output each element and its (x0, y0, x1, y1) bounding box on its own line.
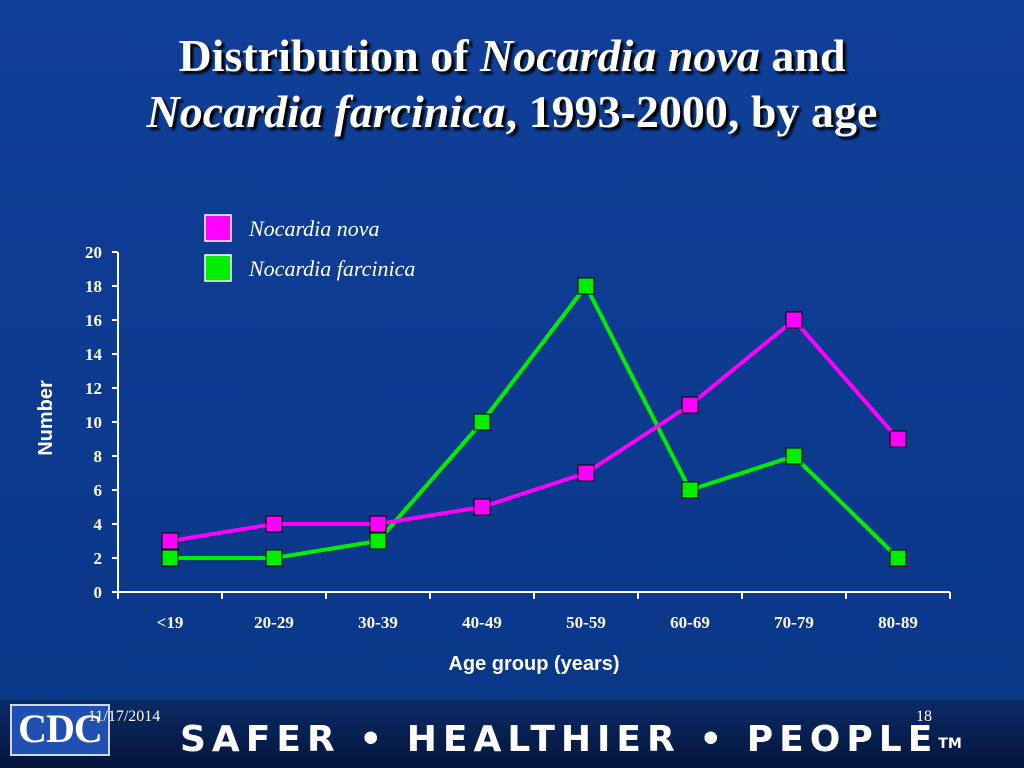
footer-bar (0, 700, 1024, 768)
x-tick-label: 40-49 (462, 613, 502, 632)
slogan-text: SAFER • HEALTHIER • PEOPLE (180, 719, 939, 760)
title-species-nova: Nocardia nova (480, 30, 760, 81)
legend-label: Nocardia nova (248, 216, 380, 241)
series-line-nova (169, 318, 900, 543)
y-tick-label: 20 (85, 243, 102, 262)
legend-swatch (204, 254, 232, 282)
footer-slogan: SAFER • HEALTHIER • PEOPLETM (180, 718, 962, 762)
line-chart: 0 2 4 6 8 10 12 14 16 18 20 <19 20-29 30-39 40-49 50-59… (35, 214, 951, 675)
x-axis-title: Age group (years) (448, 653, 619, 675)
data-point-farcinica (265, 549, 283, 567)
data-point-nova (161, 532, 179, 550)
x-tick-label: 60-69 (670, 613, 710, 632)
y-tick-label: 6 (94, 481, 103, 500)
y-tick-label: 4 (94, 515, 103, 534)
series-line-farcinica (170, 284, 900, 560)
data-point-farcinica (889, 549, 907, 567)
footer-date: 11/17/2014 (88, 708, 161, 725)
slide-number: 18 (916, 708, 932, 725)
y-tick-label: 18 (85, 277, 102, 296)
y-tick-label: 0 (94, 583, 103, 602)
data-point-nova (265, 515, 283, 533)
legend-swatch (204, 214, 232, 242)
x-tick-label: 30-39 (358, 613, 398, 632)
data-point-nova (577, 464, 595, 482)
title-part-3: and (759, 30, 846, 81)
x-tick-label: 70-79 (774, 613, 814, 632)
data-point-nova (785, 311, 803, 329)
x-tick-label: 50-59 (566, 613, 606, 632)
trademark-mark: TM (938, 736, 962, 752)
title-part-1: Distribution of (178, 30, 481, 81)
data-point-farcinica (681, 481, 699, 499)
y-tick-label: 12 (85, 379, 102, 398)
chart-axes: 0 2 4 6 8 10 12 14 16 18 20 <19 20-29 30-39 40-49 50-59… (85, 243, 951, 632)
data-point-nova (889, 430, 907, 448)
y-tick-label: 10 (85, 413, 102, 432)
x-tick-label: <19 (157, 613, 184, 632)
x-tick-label: 80-89 (878, 613, 918, 632)
legend-label: Nocardia farcinica (248, 256, 415, 281)
y-tick-label: 16 (85, 311, 102, 330)
data-point-farcinica (473, 413, 491, 431)
y-tick-label: 8 (94, 447, 103, 466)
data-point-farcinica (161, 549, 179, 567)
data-point-nova (681, 396, 699, 414)
y-axis-title: Number (35, 380, 57, 456)
slide-background (0, 0, 1024, 700)
slide-title: Distribution of Nocardia nova and Nocard… (0, 28, 1024, 140)
data-point-farcinica (369, 532, 387, 550)
data-point-nova (369, 515, 387, 533)
data-point-farcinica (785, 447, 803, 465)
y-tick-label: 14 (85, 345, 103, 364)
chart-legend: Nocardia nova Nocardia farcinica (204, 214, 415, 282)
title-species-farcinica: Nocardia farcinica (146, 86, 506, 137)
x-tick-label: 20-29 (254, 613, 294, 632)
y-tick-label: 2 (94, 549, 103, 568)
chart-series (161, 277, 907, 567)
data-point-nova (473, 498, 491, 516)
cdc-logo: CDC (10, 704, 110, 756)
title-part-5: , 1993-2000, by age (505, 86, 878, 137)
data-point-farcinica (577, 277, 595, 295)
